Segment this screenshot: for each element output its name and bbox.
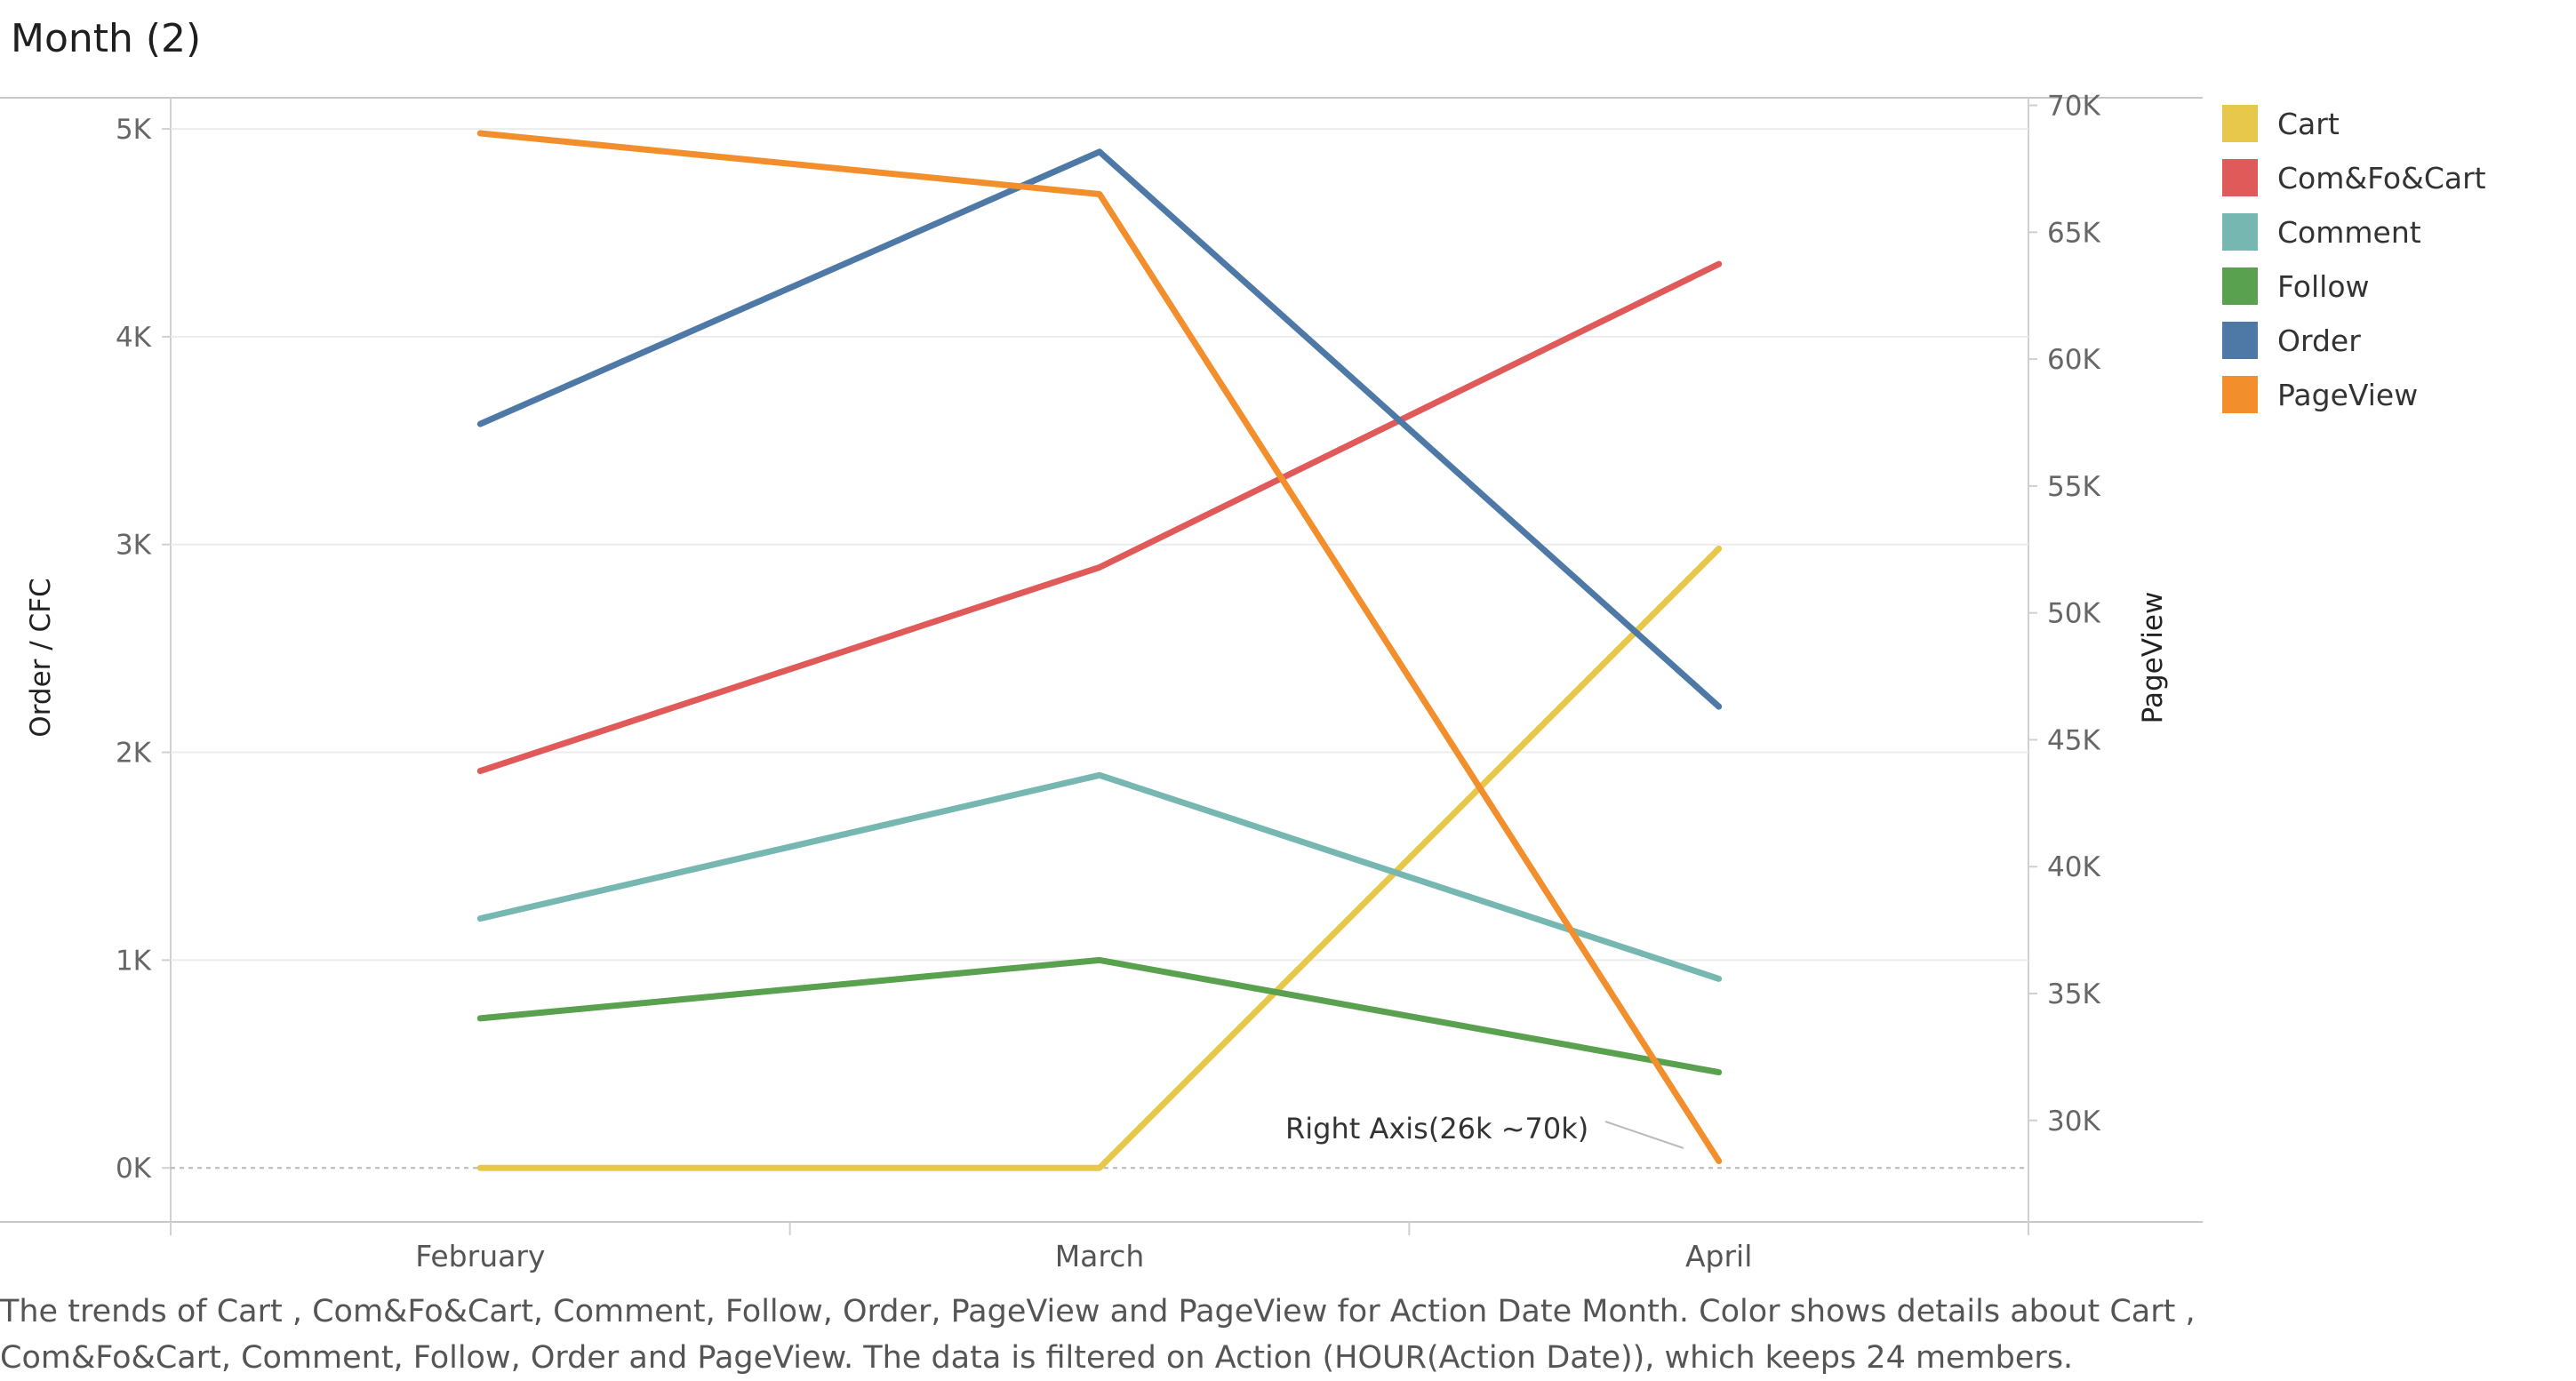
legend-label: PageView <box>2277 377 2419 412</box>
chart-caption: The trends of Cart , Com&Fo&Cart, Commen… <box>0 1294 2196 1376</box>
left-tick-label: 5K <box>116 114 152 146</box>
left-tick-label: 4K <box>116 322 152 354</box>
right-tick-label: 50K <box>2047 598 2100 630</box>
right-tick-label: 60K <box>2047 344 2100 376</box>
x-tick-label: March <box>1055 1239 1145 1273</box>
x-axis-ticks: February March April <box>415 1239 1752 1273</box>
series-line-pageview <box>476 130 1723 1164</box>
left-tick-label: 2K <box>116 738 152 770</box>
legend-label: Cart <box>2277 106 2340 141</box>
legend-item-follow[interactable]: Follow <box>2222 267 2370 306</box>
legend-swatch <box>2222 267 2258 305</box>
series-line-com-fo-cart <box>476 260 1723 775</box>
left-tick-label: 3K <box>116 530 152 562</box>
right-tick-label: 65K <box>2047 217 2100 249</box>
legend-item-pageview[interactable]: PageView <box>2222 375 2418 414</box>
legend-swatch <box>2222 159 2258 196</box>
legend-label: Order <box>2277 323 2361 358</box>
legend-label: Com&Fo&Cart <box>2277 160 2486 196</box>
series-line-comment <box>476 771 1723 982</box>
right-tick-label: 70K <box>2047 91 2100 123</box>
legend-label: Follow <box>2277 268 2370 304</box>
right-axis-annotation: Right Axis(26k ~70k) <box>1285 1112 1588 1146</box>
legend-swatch <box>2222 213 2258 251</box>
line-chart: 0K 1K 2K 3K 4K 5K 30K 35K 40K 45K 50K 55K 60K 65K 70K… <box>0 91 2203 1273</box>
right-tick-label: 40K <box>2047 851 2100 883</box>
right-axis-ticks: 30K 35K 40K 45K 50K 55K 60K 65K 70K <box>2028 91 2100 1138</box>
chart-title: Month (2) <box>11 16 202 61</box>
x-tick-label: April <box>1685 1239 1752 1273</box>
legend-item-com-fo-cart[interactable]: Com&Fo&Cart <box>2222 158 2486 197</box>
legend-item-comment[interactable]: Comment <box>2222 212 2421 251</box>
series-lines <box>476 130 1723 1171</box>
legend-item-order[interactable]: Order <box>2222 321 2361 360</box>
legend-item-cart[interactable]: Cart <box>2222 104 2340 143</box>
series-line-order <box>476 148 1723 710</box>
right-tick-label: 30K <box>2047 1106 2100 1138</box>
x-tick-label: February <box>415 1239 545 1273</box>
legend-swatch <box>2222 376 2258 413</box>
right-axis-label: PageView <box>2137 592 2169 724</box>
left-axis-ticks: 0K 1K 2K 3K 4K 5K <box>116 114 171 1185</box>
left-tick-label: 0K <box>116 1153 152 1185</box>
annotation-pointer <box>1604 1121 1684 1149</box>
right-tick-label: 45K <box>2047 724 2100 756</box>
legend-label: Comment <box>2277 214 2421 250</box>
chart-frame <box>0 97 2203 1235</box>
series-line-follow <box>476 956 1723 1076</box>
left-axis-label: Order / CFC <box>25 578 57 737</box>
gridlines <box>171 128 2028 1169</box>
left-tick-label: 1K <box>116 945 152 977</box>
legend-swatch <box>2222 105 2258 142</box>
right-tick-label: 55K <box>2047 471 2100 503</box>
legend-swatch <box>2222 322 2258 359</box>
series-line-cart <box>476 545 1723 1171</box>
right-tick-label: 35K <box>2047 978 2100 1010</box>
